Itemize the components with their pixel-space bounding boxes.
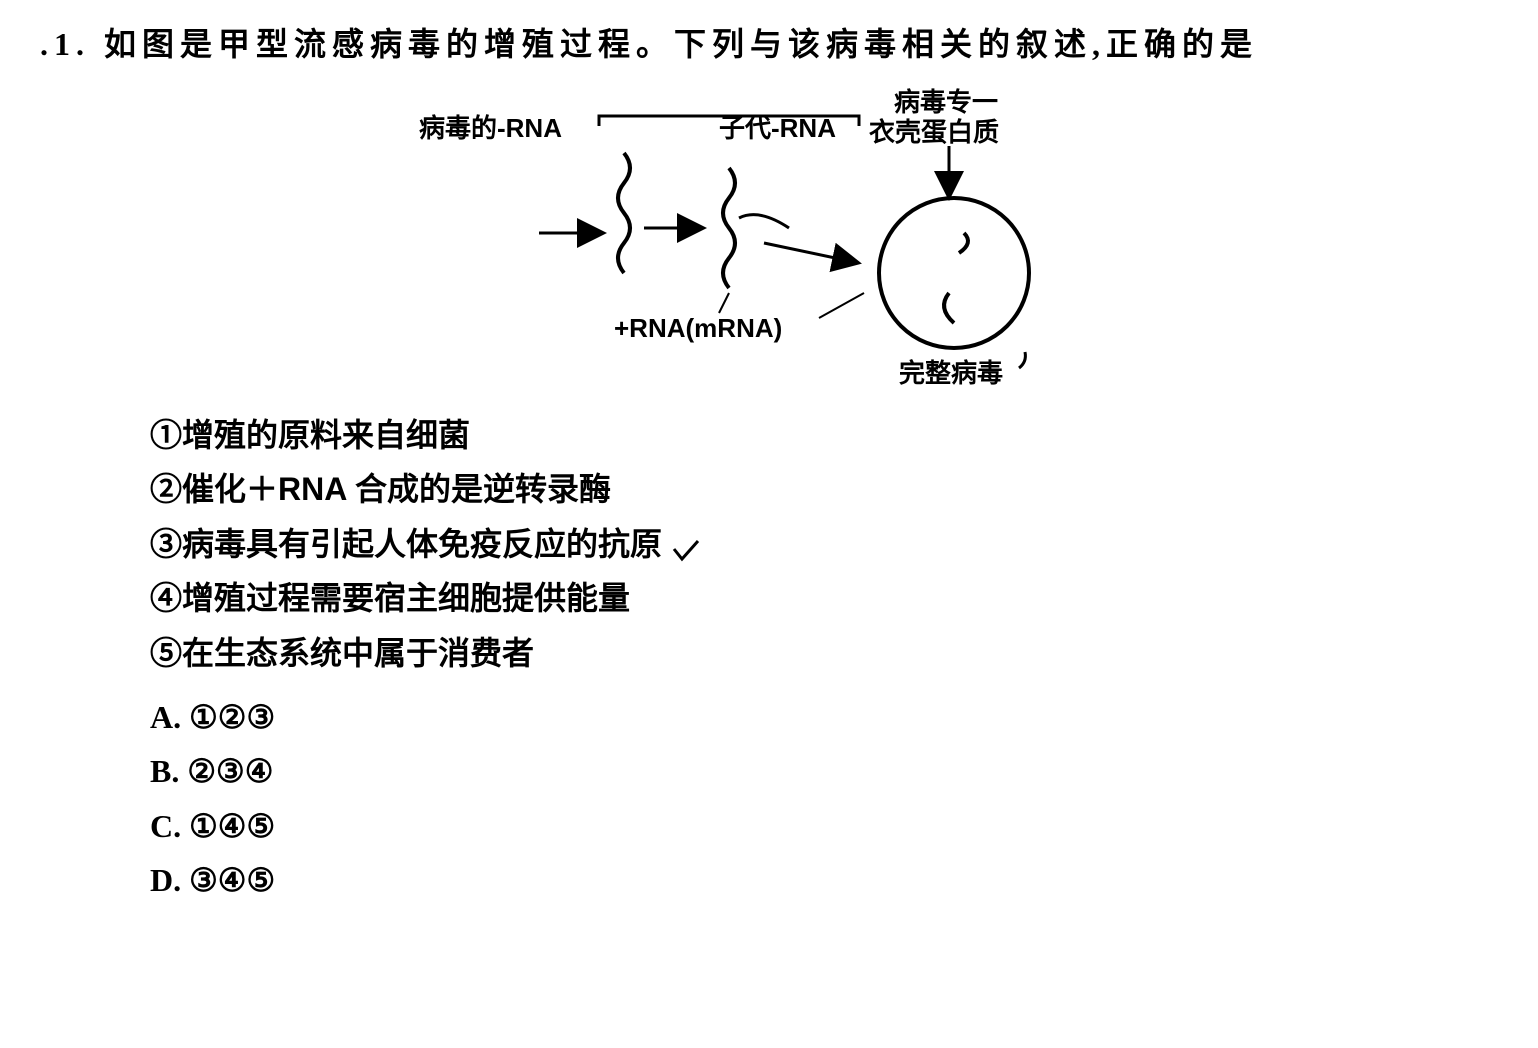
statement-3: ③病毒具有引起人体免疫反应的抗原 bbox=[150, 517, 1498, 571]
checkmark-icon bbox=[671, 525, 701, 579]
label-capsid-bottom: 衣壳蛋白质 bbox=[869, 112, 999, 149]
label-progeny-rna: 子代-RNA bbox=[719, 108, 836, 145]
statement-5: ⑤在生态系统中属于消费者 bbox=[150, 626, 1498, 680]
question-number: .1. bbox=[40, 26, 90, 62]
option-A[interactable]: A. ①②③ bbox=[150, 690, 1498, 744]
options-block: A. ①②③ B. ②③④ C. ①④⑤ D. ③④⑤ bbox=[150, 690, 1498, 908]
option-D[interactable]: D. ③④⑤ bbox=[150, 853, 1498, 907]
label-plus-rna: +RNA(mRNA) bbox=[614, 313, 782, 344]
statement-2: ②催化＋RNA 合成的是逆转录酶 bbox=[150, 462, 1498, 516]
statement-3-text: ③病毒具有引起人体免疫反应的抗原 bbox=[150, 526, 662, 562]
replication-diagram: 病毒的-RNA 子代-RNA 病毒专一 衣壳蛋白质 +RNA(mRNA) 完整病… bbox=[419, 78, 1119, 388]
question-stem: .1. 如图是甲型流感病毒的增殖过程。下列与该病毒相关的叙述,正确的是 bbox=[40, 20, 1498, 68]
label-complete-virus: 完整病毒 bbox=[899, 353, 1003, 390]
statement-1: ①增殖的原料来自细菌 bbox=[150, 408, 1498, 462]
question-text: 如图是甲型流感病毒的增殖过程。下列与该病毒相关的叙述,正确的是 bbox=[104, 26, 1258, 62]
statement-4: ④增殖过程需要宿主细胞提供能量 bbox=[150, 571, 1498, 625]
option-C[interactable]: C. ①④⑤ bbox=[150, 799, 1498, 853]
label-virus-minus-rna: 病毒的-RNA bbox=[419, 108, 562, 145]
option-B[interactable]: B. ②③④ bbox=[150, 744, 1498, 798]
